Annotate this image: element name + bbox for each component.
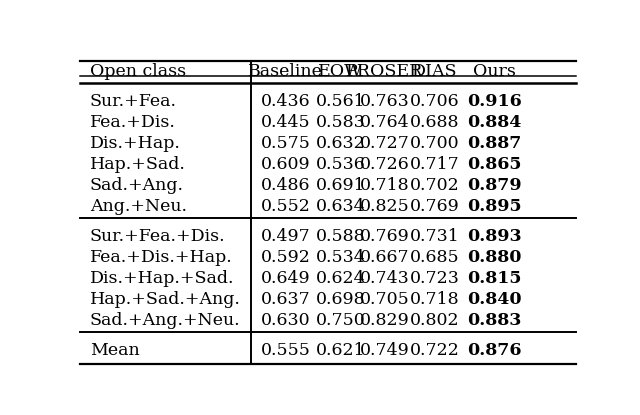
Text: 0.536: 0.536 bbox=[316, 156, 365, 173]
Text: 0.583: 0.583 bbox=[316, 114, 365, 131]
Text: 0.802: 0.802 bbox=[410, 312, 460, 329]
Text: Hap.+Sad.+Ang.: Hap.+Sad.+Ang. bbox=[90, 291, 241, 308]
Text: 0.624: 0.624 bbox=[316, 270, 365, 287]
Text: 0.883: 0.883 bbox=[467, 312, 522, 329]
Text: 0.879: 0.879 bbox=[467, 177, 522, 194]
Text: EOW: EOW bbox=[318, 63, 363, 80]
Text: 0.763: 0.763 bbox=[360, 93, 410, 110]
Text: Ours: Ours bbox=[473, 63, 516, 80]
Text: 0.637: 0.637 bbox=[261, 291, 310, 308]
Text: 0.718: 0.718 bbox=[410, 291, 460, 308]
Text: 0.916: 0.916 bbox=[467, 93, 522, 110]
Text: Fea.+Dis.+Hap.: Fea.+Dis.+Hap. bbox=[90, 249, 233, 266]
Text: 0.555: 0.555 bbox=[261, 342, 311, 359]
Text: 0.561: 0.561 bbox=[316, 93, 365, 110]
Text: DIAS: DIAS bbox=[412, 63, 458, 80]
Text: 0.718: 0.718 bbox=[360, 177, 410, 194]
Text: Hap.+Sad.: Hap.+Sad. bbox=[90, 156, 186, 173]
Text: 0.698: 0.698 bbox=[316, 291, 365, 308]
Text: 0.588: 0.588 bbox=[316, 228, 365, 245]
Text: 0.649: 0.649 bbox=[261, 270, 310, 287]
Text: 0.743: 0.743 bbox=[360, 270, 410, 287]
Text: 0.575: 0.575 bbox=[261, 135, 311, 152]
Text: 0.691: 0.691 bbox=[316, 177, 365, 194]
Text: Sur.+Fea.+Dis.: Sur.+Fea.+Dis. bbox=[90, 228, 225, 245]
Text: 0.552: 0.552 bbox=[261, 198, 311, 215]
Text: 0.880: 0.880 bbox=[467, 249, 522, 266]
Text: 0.722: 0.722 bbox=[410, 342, 460, 359]
Text: 0.887: 0.887 bbox=[467, 135, 522, 152]
Text: 0.436: 0.436 bbox=[261, 93, 310, 110]
Text: 0.726: 0.726 bbox=[360, 156, 410, 173]
Text: 0.764: 0.764 bbox=[360, 114, 410, 131]
Text: 0.876: 0.876 bbox=[467, 342, 522, 359]
Text: 0.769: 0.769 bbox=[360, 228, 410, 245]
Text: Fea.+Dis.: Fea.+Dis. bbox=[90, 114, 176, 131]
Text: 0.609: 0.609 bbox=[261, 156, 310, 173]
Text: Sad.+Ang.: Sad.+Ang. bbox=[90, 177, 184, 194]
Text: Dis.+Hap.: Dis.+Hap. bbox=[90, 135, 180, 152]
Text: 0.749: 0.749 bbox=[360, 342, 410, 359]
Text: 0.815: 0.815 bbox=[467, 270, 522, 287]
Text: 0.705: 0.705 bbox=[360, 291, 410, 308]
Text: 0.632: 0.632 bbox=[316, 135, 365, 152]
Text: 0.621: 0.621 bbox=[316, 342, 365, 359]
Text: 0.706: 0.706 bbox=[410, 93, 460, 110]
Text: 0.445: 0.445 bbox=[261, 114, 310, 131]
Text: 0.634: 0.634 bbox=[316, 198, 365, 215]
Text: 0.825: 0.825 bbox=[360, 198, 410, 215]
Text: 0.685: 0.685 bbox=[410, 249, 460, 266]
Text: Open class: Open class bbox=[90, 63, 186, 80]
Text: 0.717: 0.717 bbox=[410, 156, 460, 173]
Text: 0.865: 0.865 bbox=[467, 156, 522, 173]
Text: 0.702: 0.702 bbox=[410, 177, 460, 194]
Text: 0.893: 0.893 bbox=[467, 228, 522, 245]
Text: 0.497: 0.497 bbox=[261, 228, 310, 245]
Text: Sad.+Ang.+Neu.: Sad.+Ang.+Neu. bbox=[90, 312, 241, 329]
Text: 0.630: 0.630 bbox=[261, 312, 310, 329]
Text: 0.592: 0.592 bbox=[261, 249, 311, 266]
Text: Dis.+Hap.+Sad.: Dis.+Hap.+Sad. bbox=[90, 270, 234, 287]
Text: 0.727: 0.727 bbox=[360, 135, 410, 152]
Text: Ang.+Neu.: Ang.+Neu. bbox=[90, 198, 187, 215]
Text: 0.769: 0.769 bbox=[410, 198, 460, 215]
Text: Baseline: Baseline bbox=[248, 63, 323, 80]
Text: Mean: Mean bbox=[90, 342, 140, 359]
Text: 0.667: 0.667 bbox=[360, 249, 410, 266]
Text: Sur.+Fea.: Sur.+Fea. bbox=[90, 93, 177, 110]
Text: 0.486: 0.486 bbox=[261, 177, 310, 194]
Text: 0.840: 0.840 bbox=[467, 291, 522, 308]
Text: 0.534: 0.534 bbox=[316, 249, 365, 266]
Text: 0.723: 0.723 bbox=[410, 270, 460, 287]
Text: 0.895: 0.895 bbox=[467, 198, 522, 215]
Text: PROSER: PROSER bbox=[346, 63, 424, 80]
Text: 0.829: 0.829 bbox=[360, 312, 410, 329]
Text: 0.731: 0.731 bbox=[410, 228, 460, 245]
Text: 0.700: 0.700 bbox=[410, 135, 460, 152]
Text: 0.750: 0.750 bbox=[316, 312, 365, 329]
Text: 0.884: 0.884 bbox=[467, 114, 522, 131]
Text: 0.688: 0.688 bbox=[410, 114, 460, 131]
